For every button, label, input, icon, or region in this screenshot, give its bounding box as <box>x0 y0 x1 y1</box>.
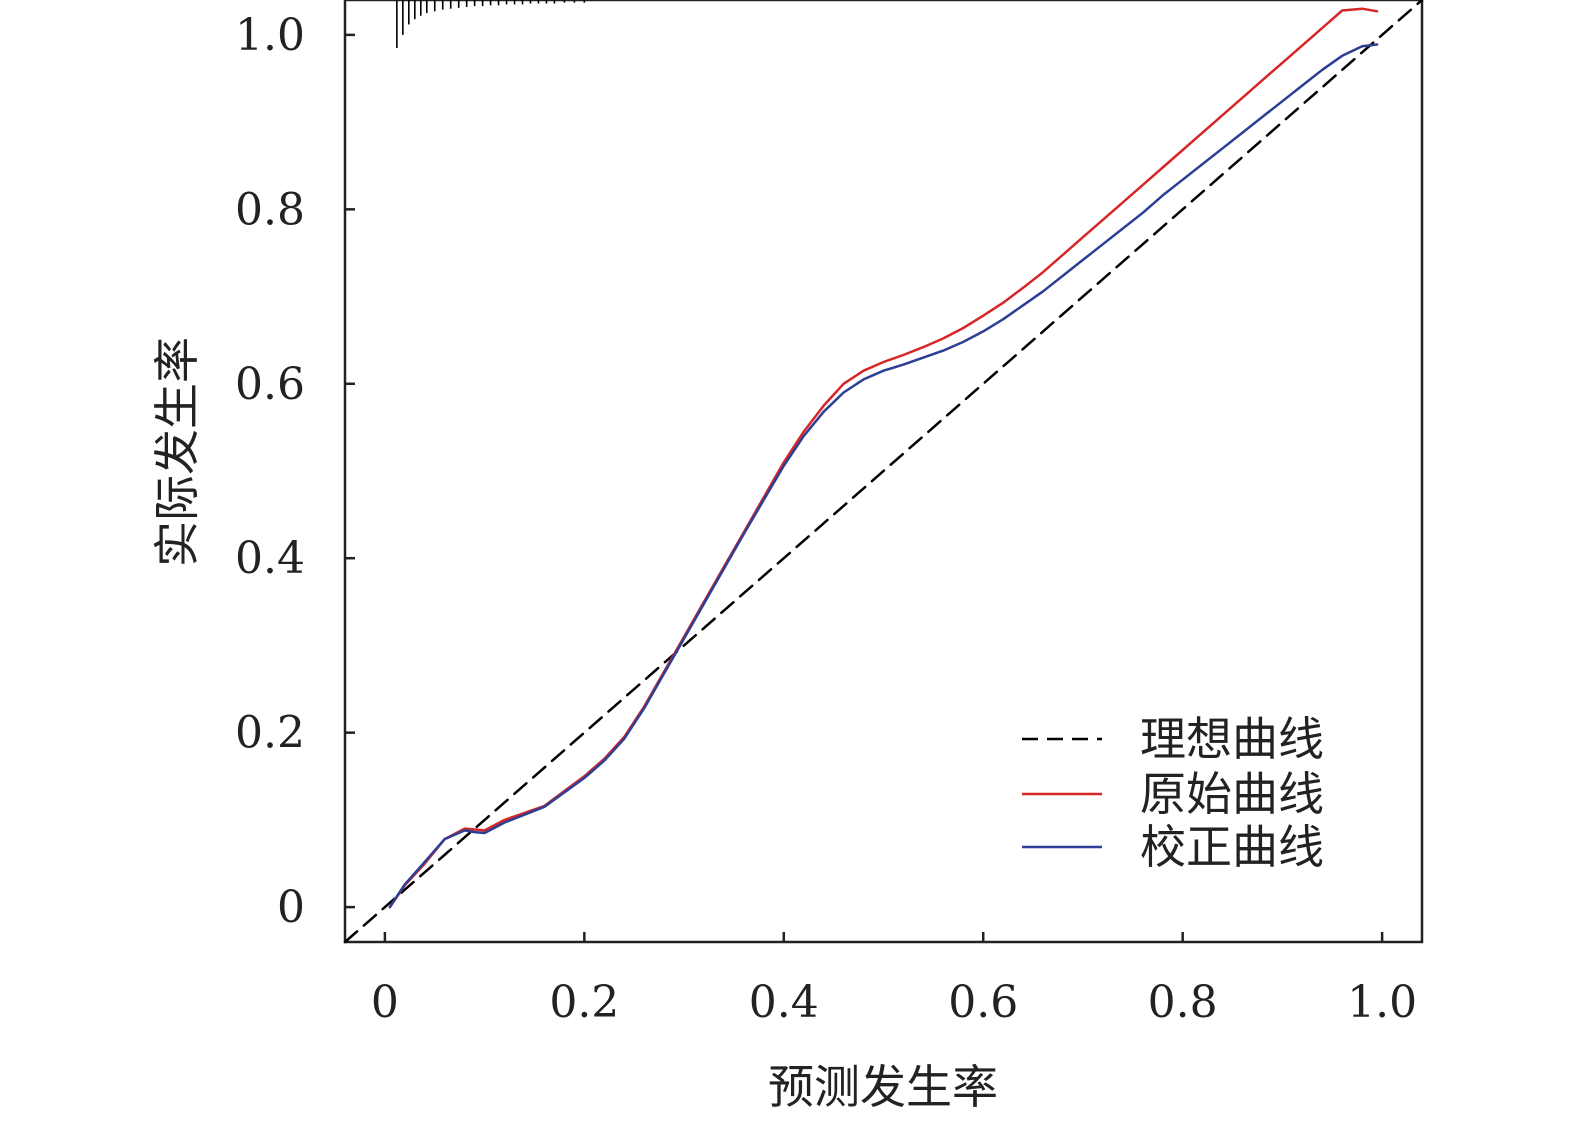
x-tick-label: 0.6 <box>948 977 1018 1028</box>
y-axis-title: 实际发生率 <box>150 337 204 567</box>
x-axis: 0 0.2 0.4 0.6 0.8 1.0 <box>371 932 1417 1028</box>
x-tick-label: 0 <box>371 977 399 1028</box>
legend-label-original: 原始曲线 <box>1140 767 1324 821</box>
y-tick-label: 0.6 <box>235 359 305 410</box>
legend: 理想曲线 原始曲线 校正曲线 <box>1022 712 1324 874</box>
x-tick-label: 1.0 <box>1347 977 1417 1028</box>
x-axis-title: 预测发生率 <box>768 1060 998 1114</box>
x-tick-label: 0.2 <box>549 977 619 1028</box>
x-tick-label: 0.4 <box>749 977 819 1028</box>
plot-frame <box>343 0 1424 944</box>
legend-label-ideal: 理想曲线 <box>1140 712 1324 766</box>
y-axis: 0 0.2 0.4 0.6 0.8 1.0 <box>235 10 355 933</box>
rug-marks <box>396 0 586 48</box>
ideal-line <box>343 0 1424 944</box>
y-tick-label: 1.0 <box>235 10 305 61</box>
y-tick-label: 0.8 <box>235 184 305 235</box>
x-tick-label: 0.8 <box>1148 977 1218 1028</box>
y-tick-label: 0 <box>277 882 305 933</box>
series-lines <box>343 0 1424 944</box>
original-curve <box>388 7 1379 909</box>
corrected-curve <box>388 43 1379 909</box>
y-tick-label: 0.4 <box>235 533 305 584</box>
y-tick-label: 0.2 <box>235 708 305 759</box>
legend-label-corrected: 校正曲线 <box>1140 820 1324 874</box>
